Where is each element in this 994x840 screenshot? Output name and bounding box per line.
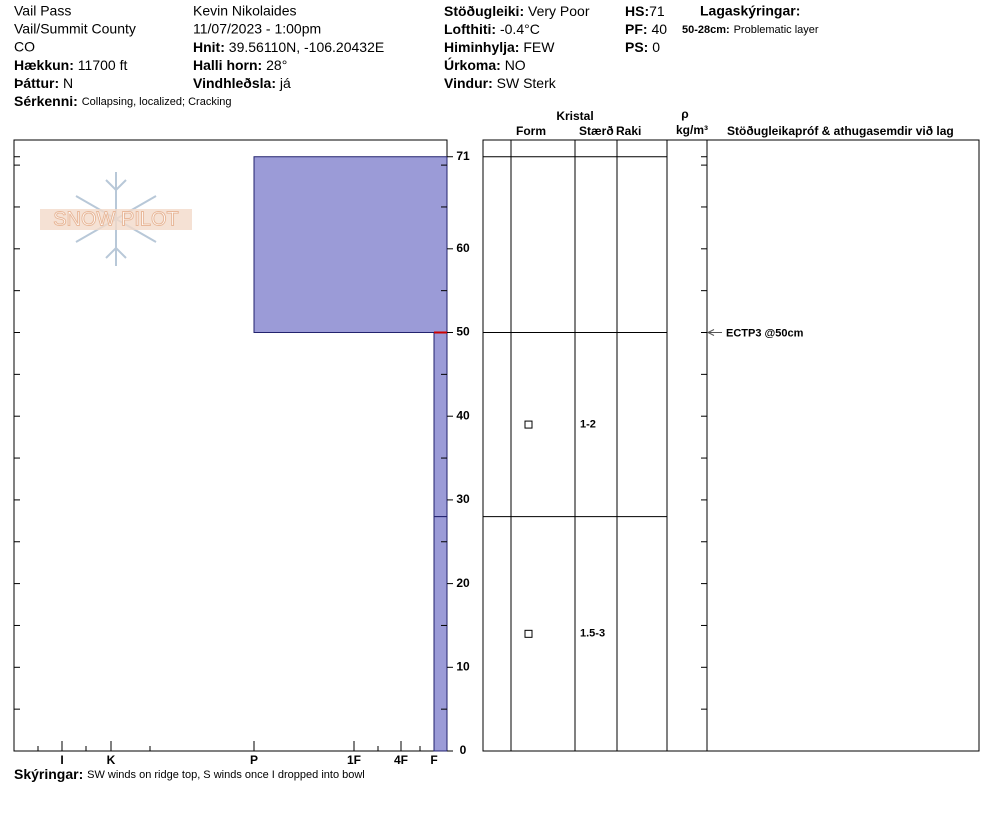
precip: Úrkoma: NO bbox=[444, 56, 526, 73]
hs: HS:71 bbox=[625, 3, 665, 19]
sky: Himinhylja: FEW bbox=[444, 39, 555, 55]
x-tick-label: 4F bbox=[394, 753, 408, 767]
y-tick-label: 40 bbox=[456, 408, 470, 422]
y-tick-label: 0 bbox=[460, 743, 467, 757]
wind-loading: Vindhleðsla: já bbox=[193, 75, 291, 91]
crystal-header: Kristal bbox=[556, 109, 593, 123]
elevation: Hækkun: 11700 ft bbox=[14, 57, 127, 73]
layer-note: 50-28cm: Problematic layer bbox=[682, 21, 819, 37]
moisture-header: Raki bbox=[616, 124, 641, 138]
y-tick-label: 71 bbox=[456, 149, 470, 163]
grain-form bbox=[524, 420, 533, 429]
grain-size: 1.5-3 bbox=[580, 628, 605, 640]
rho-header: ρ bbox=[681, 107, 688, 121]
x-tick-label: P bbox=[250, 753, 258, 767]
test-label: ECTP3 @50cm bbox=[726, 327, 804, 339]
location: Vail Pass bbox=[14, 3, 71, 19]
test-arrowhead bbox=[706, 329, 715, 336]
footer-notes: Skýringar: SW winds on ridge top, S wind… bbox=[14, 766, 365, 782]
x-tick-label: K bbox=[107, 753, 116, 767]
logo-band bbox=[40, 209, 192, 230]
region: Vail/Summit County bbox=[14, 21, 136, 37]
y-tick-label: 60 bbox=[456, 241, 470, 255]
coords: Hnit: 39.56110N, -106.20432E bbox=[193, 39, 384, 55]
form-header: Form bbox=[516, 124, 546, 138]
y-tick-label: 50 bbox=[456, 325, 470, 339]
y-tick-label: 20 bbox=[456, 576, 470, 590]
air-temp: Lofthiti: -0.4°C bbox=[444, 21, 540, 37]
density-unit: kg/m³ bbox=[676, 123, 708, 137]
x-tick-label: 1F bbox=[347, 753, 361, 767]
hardness-bar bbox=[253, 156, 448, 334]
pf: PF: 40 bbox=[625, 21, 667, 37]
slope: Halli horn: 28° bbox=[193, 57, 287, 73]
y-tick-label: 30 bbox=[456, 492, 470, 506]
y-tick-label: 10 bbox=[456, 659, 470, 673]
state: CO bbox=[14, 39, 35, 55]
x-tick-label: F bbox=[430, 753, 437, 767]
x-tick-label: I bbox=[60, 753, 63, 767]
aspect: Þáttur: N bbox=[14, 75, 73, 91]
layer-notes-label: Lagaskýringar: bbox=[700, 3, 800, 19]
ps: PS: 0 bbox=[625, 39, 660, 55]
size-header: Stærð bbox=[579, 124, 614, 138]
logo-text: SNOW PILOT bbox=[53, 208, 179, 230]
hardness-bar bbox=[433, 516, 448, 752]
datetime: 11/07/2023 - 1:00pm bbox=[193, 21, 321, 37]
grain-size: 1-2 bbox=[580, 418, 596, 430]
stability: Stöðugleiki: Very Poor bbox=[444, 3, 590, 19]
wind: Vindur: SW Sterk bbox=[444, 75, 557, 91]
table-frame bbox=[482, 139, 980, 752]
tests-header: Stöðugleikapróf & athugasemdir við lag bbox=[727, 124, 954, 138]
hardness-bar bbox=[433, 332, 448, 518]
features: Sérkenni: Collapsing, localized; Crackin… bbox=[14, 93, 232, 109]
grain-form bbox=[524, 629, 533, 638]
observer: Kevin Nikolaides bbox=[193, 3, 297, 19]
